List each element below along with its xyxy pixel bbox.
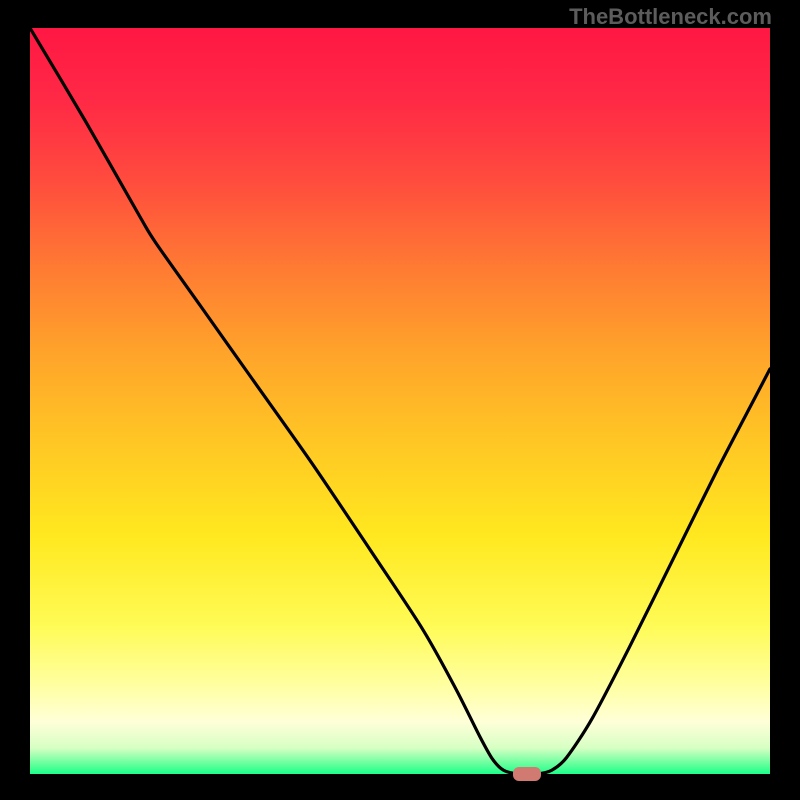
plot-area [30,28,770,774]
watermark-text: TheBottleneck.com [569,4,772,30]
bottleneck-curve [30,28,770,774]
curve-svg [30,28,770,774]
optimal-marker [513,767,541,781]
chart-container: TheBottleneck.com [0,0,800,800]
